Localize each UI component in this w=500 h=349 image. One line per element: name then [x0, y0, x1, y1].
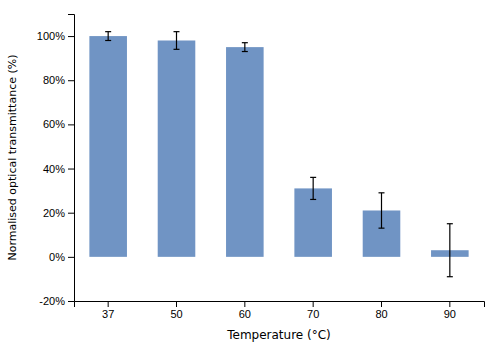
error-bar-cap — [310, 177, 316, 178]
x-axis-title: Temperature (°C) — [226, 328, 331, 342]
y-tick-mark — [68, 257, 74, 258]
y-axis: -20% 0% 20% 40% 60% 80% 100% — [37, 15, 75, 308]
x-tick-label: 70 — [307, 308, 319, 320]
y-tick-mark — [68, 169, 74, 170]
error-bar-cap — [379, 228, 385, 229]
y-tick: 100% — [37, 30, 74, 42]
error-bar — [242, 43, 248, 52]
y-tick-label: 80% — [43, 74, 65, 86]
bar — [226, 47, 264, 257]
y-tick: -20% — [39, 295, 74, 307]
y-tick-label: 0% — [49, 251, 65, 263]
y-tick-mark — [68, 124, 74, 125]
y-tick: 80% — [43, 74, 74, 86]
error-bar-stem — [313, 177, 314, 199]
y-tick: 40% — [43, 163, 74, 175]
error-bar-cap — [379, 192, 385, 193]
error-bar-cap — [447, 223, 453, 224]
x-tick: 60 — [239, 301, 251, 320]
x-tick: 90 — [444, 301, 456, 320]
error-bar-cap — [105, 40, 111, 41]
x-tick-mark — [244, 301, 245, 307]
x-tick-label: 90 — [444, 308, 456, 320]
bar — [89, 36, 127, 257]
plot: -20% 0% 20% 40% 60% 80% 100% 37 50 60 70 80 90 — [37, 15, 485, 320]
y-tick-mark — [68, 213, 74, 214]
error-bar-stem — [449, 224, 450, 277]
y-tick-label: 100% — [37, 30, 65, 42]
chart: -20% 0% 20% 40% 60% 80% 100% 37 50 60 70 80 90 Temper… — [0, 0, 500, 349]
error-bar-cap — [174, 49, 180, 50]
x-tick: 80 — [375, 301, 387, 320]
y-tick: 20% — [43, 207, 74, 219]
x-tick-label: 80 — [375, 308, 387, 320]
y-tick-mark — [68, 80, 74, 81]
y-tick-label: 40% — [43, 163, 65, 175]
bar — [158, 40, 196, 256]
error-bar — [105, 32, 111, 41]
error-bar-cap — [447, 276, 453, 277]
y-tick-mark — [68, 36, 74, 37]
y-axis-title: Normalised optical transmittance (%) — [6, 55, 19, 261]
x-tick: 70 — [307, 301, 319, 320]
x-tick-mark — [108, 301, 109, 307]
marks — [89, 32, 468, 277]
x-tick-label: 37 — [102, 308, 114, 320]
x-tick-mark — [313, 301, 314, 307]
y-tick-label: 20% — [43, 207, 65, 219]
x-axis-line — [75, 302, 485, 308]
x-tick: 50 — [170, 301, 182, 320]
x-tick-mark — [176, 301, 177, 307]
error-bar-cap — [242, 51, 248, 52]
error-bar — [447, 224, 453, 277]
x-tick-mark — [381, 301, 382, 307]
error-bar — [174, 32, 180, 50]
y-tick-label: 60% — [43, 118, 65, 130]
error-bar-stem — [108, 32, 109, 41]
y-axis-line — [68, 15, 75, 302]
x-axis: 37 50 60 70 80 90 — [75, 301, 485, 320]
error-bar — [310, 177, 316, 199]
y-tick-label: -20% — [39, 295, 65, 307]
y-tick: 60% — [43, 118, 74, 130]
x-tick: 37 — [102, 301, 114, 320]
x-tick-mark — [449, 301, 450, 307]
error-bar-stem — [176, 32, 177, 50]
error-bar — [379, 193, 385, 228]
error-bar-cap — [105, 31, 111, 32]
error-bar-cap — [242, 42, 248, 43]
error-bar-cap — [174, 31, 180, 32]
error-bar-stem — [381, 193, 382, 228]
x-tick-label: 50 — [170, 308, 182, 320]
error-bar-stem — [244, 43, 245, 52]
x-tick-label: 60 — [239, 308, 251, 320]
y-tick: 0% — [49, 251, 74, 263]
error-bar-cap — [310, 199, 316, 200]
y-tick-mark — [68, 301, 74, 302]
